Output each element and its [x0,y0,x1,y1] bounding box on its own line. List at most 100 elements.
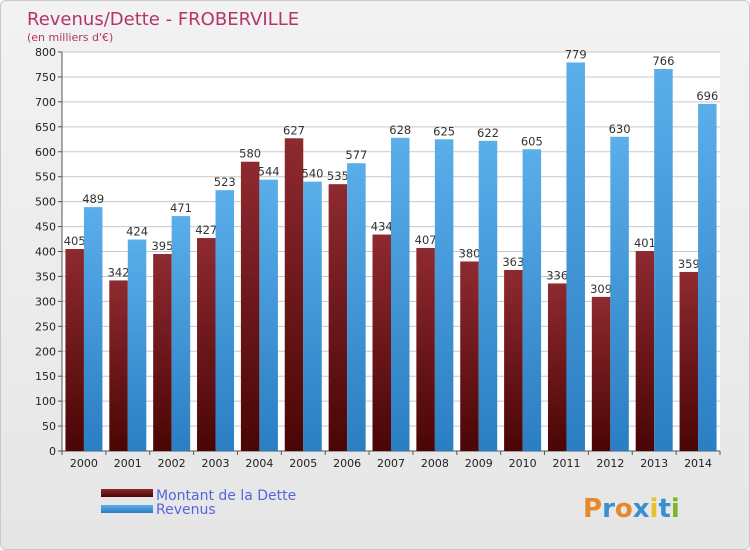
x-tick-label: 2009 [465,457,493,470]
legend-label-dette: Montant de la Dette [156,488,296,504]
x-tick-label: 2004 [245,457,273,470]
bar-revenus [566,62,585,451]
data-label-revenus: 489 [82,192,104,206]
bar-revenus [522,149,542,451]
logo-letter: P [583,494,602,524]
y-tick-label: 650 [35,121,56,134]
bar-revenus [347,163,366,451]
y-tick-label: 250 [35,320,56,333]
data-label-revenus: 630 [609,122,631,136]
data-label-revenus: 605 [521,134,543,148]
y-tick-label: 800 [35,46,56,59]
x-tick-label: 2011 [552,457,580,470]
data-label-dette: 627 [283,123,305,137]
bar-revenus [83,207,103,451]
data-label-revenus: 625 [433,124,455,138]
data-label-revenus: 628 [389,123,411,137]
x-tick-label: 2014 [684,457,712,470]
logo-letter: i [650,494,659,524]
bar-dette [328,184,348,451]
data-label-revenus: 544 [258,165,280,179]
data-label-dette: 309 [590,282,612,296]
data-label-revenus: 766 [652,54,674,68]
data-label-dette: 405 [64,234,86,248]
bar-dette [153,253,172,451]
y-tick-label: 500 [35,196,56,209]
y-tick-label: 450 [35,221,56,234]
bar-dette [197,238,216,451]
legend-label-revenus: Revenus [156,502,216,518]
logo-letter: o [615,494,633,524]
bar-dette [109,280,128,451]
x-tick-label: 2005 [289,457,317,470]
y-tick-label: 300 [35,295,56,308]
y-tick-label: 150 [35,370,56,383]
data-label-dette: 359 [678,257,700,271]
data-label-revenus: 540 [302,167,324,181]
bar-dette [547,283,567,451]
logo-letter: i [671,494,680,524]
legend-swatch-revenus [101,505,153,513]
bar-dette [635,251,655,451]
data-label-dette: 363 [502,255,524,269]
data-label-dette: 401 [634,236,656,250]
data-label-dette: 427 [195,223,217,237]
legend: Montant de la Dette Revenus [101,488,296,518]
data-label-revenus: 471 [170,201,192,215]
bar-dette [504,269,523,451]
x-tick-label: 2003 [202,457,230,470]
data-label-dette: 336 [546,268,568,282]
data-label-revenus: 622 [477,126,499,140]
x-tick-label: 2001 [114,457,142,470]
y-tick-label: 750 [35,71,56,84]
bar-dette [240,161,260,451]
data-label-dette: 434 [371,220,393,234]
logo-letter: x [633,494,650,524]
bar-revenus [259,179,278,451]
data-label-revenus: 523 [214,175,236,189]
y-tick-label: 400 [35,246,56,259]
x-tick-label: 2007 [377,457,405,470]
data-label-revenus: 577 [345,148,367,162]
data-label-revenus: 424 [126,225,148,239]
bar-revenus [434,139,454,451]
data-label-dette: 342 [108,265,130,279]
y-tick-label: 100 [35,395,56,408]
y-tick-label: 600 [35,146,56,159]
bar-revenus [610,136,629,451]
bar-dette [372,234,391,451]
bar-dette [284,138,304,451]
y-tick-label: 50 [42,420,56,433]
bar-revenus [171,216,191,451]
bar-revenus [303,181,322,452]
logo-letter: r [602,494,615,524]
y-tick-label: 0 [49,445,56,458]
plot-area: 0 50 100 150 200 250 300 350 400 450 500 550 600 650 7… [35,46,721,470]
x-tick-label: 2013 [640,457,668,470]
x-tick-label: 2002 [158,457,186,470]
chart-title: Revenus/Dette - FROBERVILLE [27,9,299,30]
bar-dette [460,261,479,451]
data-label-revenus: 696 [696,89,718,103]
bar-revenus [478,140,498,451]
logo-letter: t [658,494,670,524]
bar-revenus [391,137,410,451]
y-tick-label: 700 [35,96,56,109]
data-label-dette: 407 [415,233,437,247]
data-label-dette: 380 [459,246,481,260]
bar-revenus [215,190,235,451]
bar-dette [679,271,699,451]
data-label-dette: 395 [151,239,173,253]
y-tick-label: 550 [35,171,56,184]
y-tick-label: 350 [35,270,56,283]
bar-dette [65,249,84,451]
data-label-dette: 580 [239,147,261,161]
bar-dette [591,296,611,451]
proxiti-logo: Proxiti [583,494,680,524]
legend-swatch-dette [101,489,153,497]
x-tick-label: 2010 [509,457,537,470]
data-label-revenus: 779 [565,47,587,61]
chart-subtitle: (en milliers d'€) [27,31,113,44]
